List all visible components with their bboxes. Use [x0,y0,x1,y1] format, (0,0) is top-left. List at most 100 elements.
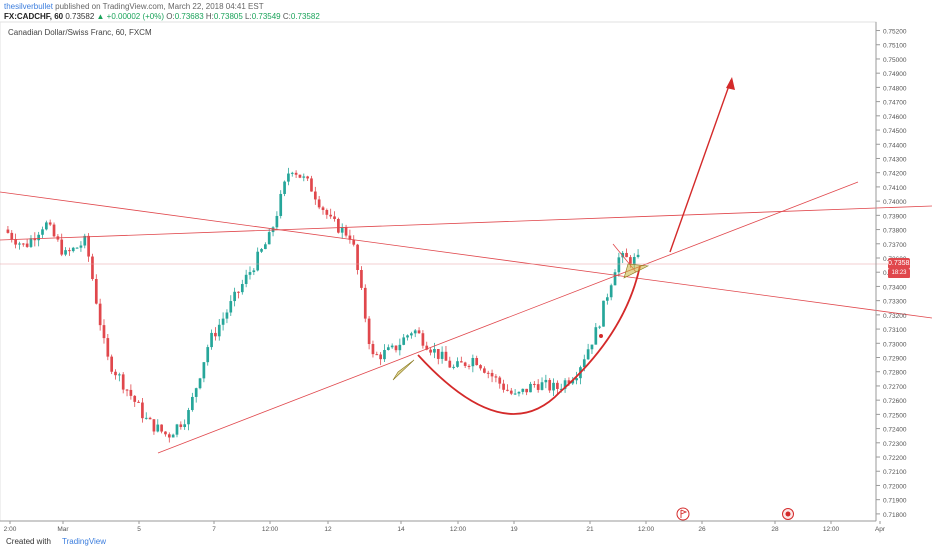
event-icons [676,507,794,521]
candle-body [191,396,194,411]
projection-arrow [669,79,732,253]
candle-body [402,337,406,345]
candle-body [629,257,632,265]
candle-body [187,410,190,425]
candle-body [141,402,144,419]
candle-body [360,269,363,288]
cup-curve [417,265,641,415]
candle-body [602,300,605,327]
price-tick-label: 0.72100 [883,469,907,476]
time-tick-label: 12:00 [262,526,279,533]
candle-body [125,389,129,391]
candle-body [513,393,517,395]
candle-body [540,382,544,390]
candle-body [621,252,625,258]
price-tick-label: 0.73800 [883,228,907,235]
time-tick-label: Apr [875,526,886,533]
tradingview-logo[interactable]: TradingView [62,537,107,546]
price-tick-label: 0.72400 [883,427,907,434]
candle-body [379,354,382,360]
candle-body [48,222,52,225]
candle-body [383,349,386,360]
high-label: H: [205,12,214,21]
candle-body [344,227,348,236]
candle-body [421,333,425,346]
candle-body [287,173,290,182]
candle-body [41,229,44,235]
candle-body [337,218,340,233]
candle-body [371,344,375,355]
candle-body [609,285,613,298]
author-link[interactable]: thesilverbullet [4,2,53,11]
price-tick-label: 0.72500 [883,412,907,419]
price-tick-label: 0.73400 [883,284,907,291]
candle-body [548,379,552,391]
candle-body [525,388,528,393]
candle-body [94,279,98,304]
candle-body [329,214,333,217]
candle-body [210,332,213,348]
candle-body [536,384,540,390]
candle-body [164,431,167,435]
candle-body [10,232,14,240]
candle-body [340,227,344,233]
candle-body [60,239,64,255]
candle-body [264,244,267,250]
price-tick-label: 0.72000 [883,483,907,490]
candle-body [202,362,206,379]
candle-body [317,199,321,208]
time-axis: 2:00 Mar 5 7 12:00 12 14 12:00 19 21 12:00 26 28 12:0… [0,520,886,533]
candle-body [179,424,183,428]
candle-body [306,176,309,179]
price-tick-label: 0.74100 [883,185,907,192]
last-price-tag: 0.73582 [888,258,914,269]
time-tick-label: Mar [57,526,69,533]
candle-body [52,224,56,237]
close-value: 0.73582 [290,12,320,21]
price-tick-label: 0.73300 [883,299,907,306]
candle-body [529,383,532,393]
candle-body [321,207,325,211]
candle-body [283,181,286,194]
curve-point [599,334,603,338]
candle-body [502,383,505,390]
candle-body [352,239,356,245]
low-value: 0.73549 [251,12,281,21]
open-label: O: [166,12,175,21]
candle-body [37,234,41,241]
price-tick-label: 0.72700 [883,384,907,391]
candle-body [563,380,567,389]
candle-body [121,374,125,390]
time-tick-label: 12:00 [638,526,655,533]
candle-body [386,347,390,350]
candle-body [390,345,394,348]
time-tick-label: 28 [771,526,779,533]
candle-body [552,382,555,391]
price-tick-label: 0.74800 [883,85,907,92]
time-tick-label: 12:00 [450,526,467,533]
candle-body [509,390,513,394]
candle-body [87,235,90,257]
candle-body [463,362,467,366]
candle-body [632,256,636,265]
candle-body [71,247,75,252]
time-tick-label: 19 [510,526,518,533]
candle-body [625,252,628,258]
candle-body [225,312,229,319]
candle-body [367,318,371,345]
price-tick-label: 0.72800 [883,370,907,377]
candle-body [594,327,598,345]
candle-body [494,376,498,378]
candle-body [64,250,67,255]
candle-body [237,291,240,293]
candle-body [417,330,421,334]
symbol-label[interactable]: FX:CADCHF, 60 [4,12,64,21]
price-tick-label: 0.71900 [883,498,907,505]
countdown-tag: 18:23 [888,269,910,278]
candle-body [110,356,114,372]
candle-body [152,419,156,432]
candle-body [171,434,175,438]
time-tick-label: 12:00 [823,526,840,533]
candle-body [148,417,152,420]
